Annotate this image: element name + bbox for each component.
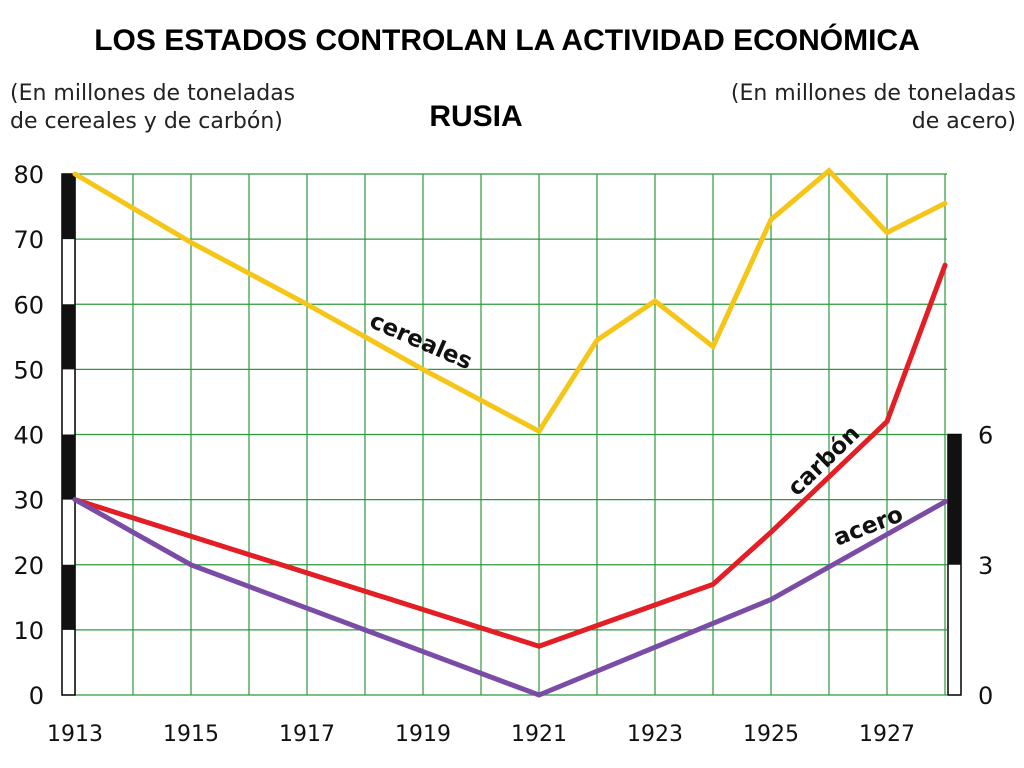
series-lines bbox=[72, 167, 948, 698]
chart-subtitle: RUSIA bbox=[429, 100, 522, 133]
y-tick-label: 30 bbox=[13, 487, 44, 515]
y-tick-label: 0 bbox=[29, 682, 44, 710]
axis-scale-bars bbox=[61, 173, 962, 696]
series-line-cereales bbox=[72, 167, 948, 435]
y-tick-label: 20 bbox=[13, 552, 44, 580]
left-scale-block bbox=[62, 564, 75, 630]
right-axis-note-line-2: de acero) bbox=[912, 109, 1016, 134]
x-tick-label: 1927 bbox=[859, 722, 915, 747]
series-label-carbón: carbón bbox=[783, 421, 865, 502]
chart-title: LOS ESTADOS CONTROLAN LA ACTIVIDAD ECONÓ… bbox=[94, 23, 920, 57]
y-tick-label: 70 bbox=[13, 226, 44, 254]
tick-labels: 0 10 20 30 40 50 60 70 80 0 3 6 1913 1915 1917 1919 1921… bbox=[13, 161, 993, 747]
x-tick-label: 1917 bbox=[279, 722, 335, 747]
series-label-cereales: cereales bbox=[366, 308, 476, 375]
right-scale-block bbox=[948, 434, 961, 565]
left-axis-note-line-1: (En millones de toneladas bbox=[10, 81, 295, 106]
y2-tick-label: 6 bbox=[978, 422, 993, 450]
x-tick-label: 1915 bbox=[163, 722, 219, 747]
y2-tick-label: 0 bbox=[978, 682, 993, 710]
y-tick-label: 50 bbox=[13, 356, 44, 384]
series-line-acero bbox=[72, 497, 948, 698]
left-scale-block bbox=[62, 304, 75, 370]
right-axis-note-line-1: (En millones de toneladas bbox=[731, 81, 1016, 106]
y-tick-label: 10 bbox=[13, 617, 44, 645]
x-tick-label: 1923 bbox=[627, 722, 683, 747]
y-tick-label: 40 bbox=[13, 422, 44, 450]
y-tick-label: 80 bbox=[13, 161, 44, 189]
y2-tick-label: 3 bbox=[978, 552, 993, 580]
x-tick-label: 1925 bbox=[743, 722, 799, 747]
series-line-carbón bbox=[72, 262, 948, 649]
left-axis-note-line-2: de cereales y de carbón) bbox=[10, 109, 283, 134]
x-tick-label: 1913 bbox=[47, 722, 103, 747]
x-tick-label: 1921 bbox=[511, 722, 567, 747]
y-tick-label: 60 bbox=[13, 291, 44, 319]
left-scale-block bbox=[62, 434, 75, 500]
x-tick-label: 1919 bbox=[395, 722, 451, 747]
left-scale-block bbox=[62, 174, 75, 240]
